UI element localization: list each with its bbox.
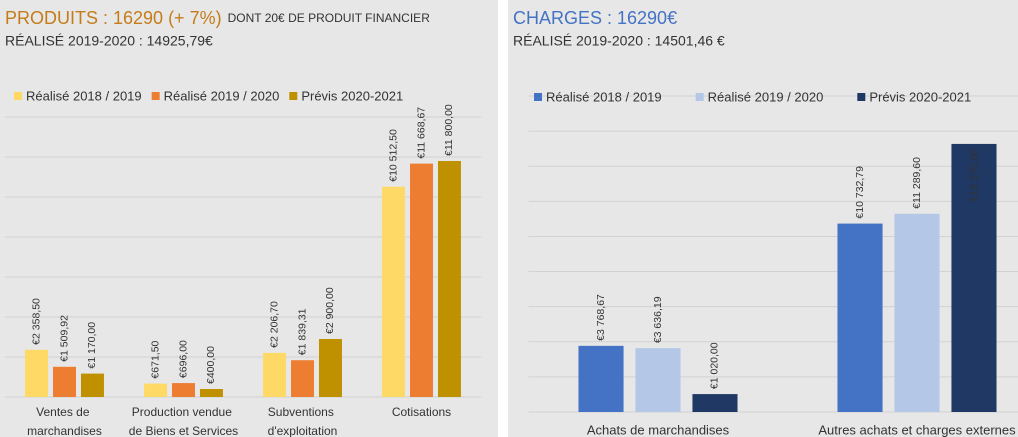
title-main: CHARGES : 16290€ bbox=[513, 8, 677, 28]
title-main: PRODUITS : 16290 (+ 7%) bbox=[5, 8, 222, 28]
x-tick-label: Cotisations bbox=[392, 405, 451, 419]
bar bbox=[578, 345, 624, 412]
legend-swatch bbox=[695, 93, 704, 101]
chart-subtitle: RÉALISÉ 2019-2020 : 14501,46 € bbox=[513, 33, 725, 49]
value-label: €400,00 bbox=[205, 346, 217, 384]
value-label: €10 512,50 bbox=[387, 129, 399, 182]
title-note: DONT 20€ DE PRODUIT FINANCIER bbox=[228, 11, 431, 25]
value-label: €671,50 bbox=[149, 340, 161, 378]
x-tick-label: Ventes de marchandises bbox=[27, 405, 102, 437]
bar bbox=[80, 373, 104, 397]
bar bbox=[894, 213, 940, 412]
legend-swatch bbox=[151, 92, 160, 100]
bar bbox=[263, 352, 287, 397]
bar bbox=[291, 360, 314, 397]
value-label: €1 170,00 bbox=[86, 322, 98, 369]
bar bbox=[951, 143, 997, 412]
value-label: €696,00 bbox=[177, 340, 189, 378]
bar bbox=[172, 383, 195, 397]
value-label: €1 839,31 bbox=[296, 308, 308, 355]
value-label: €1 509,92 bbox=[58, 315, 70, 362]
bar bbox=[692, 394, 738, 412]
x-tick-label: Achats de marchandises bbox=[587, 422, 730, 437]
legend-swatch bbox=[534, 93, 542, 101]
legend-label: Réalisé 2019 / 2020 bbox=[164, 88, 280, 103]
bar bbox=[635, 348, 681, 412]
x-tick-label: Subventions d'exploitation bbox=[268, 405, 338, 437]
bar bbox=[382, 186, 406, 397]
bar bbox=[410, 163, 433, 397]
bar bbox=[837, 223, 883, 412]
value-label: €15 270,00 bbox=[968, 149, 980, 202]
chart-produits: PRODUITS : 16290 (+ 7%) DONT 20€ DE PRODU… bbox=[0, 0, 498, 437]
legend-label: Prévis 2020-2021 bbox=[301, 88, 403, 103]
value-label: €3 768,67 bbox=[595, 294, 607, 341]
bar bbox=[318, 339, 342, 397]
value-label: €2 358,50 bbox=[30, 298, 42, 345]
value-label: €2 206,70 bbox=[268, 301, 280, 348]
legend-label: Prévis 2020-2021 bbox=[869, 89, 971, 104]
bar bbox=[437, 161, 461, 397]
chart-title: CHARGES : 16290€ bbox=[513, 8, 677, 28]
legend-label: Réalisé 2018 / 2019 bbox=[546, 89, 662, 104]
bar bbox=[199, 389, 223, 397]
legend-swatch bbox=[14, 92, 22, 100]
value-label: €2 900,00 bbox=[324, 287, 336, 334]
value-label: €1 020,00 bbox=[709, 342, 721, 389]
x-tick-label: Production vendue de Biens et Services bbox=[129, 405, 238, 437]
legend-label: Réalisé 2018 / 2019 bbox=[26, 88, 142, 103]
chart-subtitle: RÉALISÉ 2019-2020 : 14925,79€ bbox=[5, 33, 213, 49]
bar bbox=[53, 366, 76, 397]
legend-swatch bbox=[289, 92, 298, 100]
chart-charges: CHARGES : 16290€ RÉALISÉ 2019-2020 : 1450… bbox=[508, 0, 1018, 437]
legend-swatch bbox=[857, 93, 866, 101]
value-label: €11 800,00 bbox=[443, 104, 455, 156]
value-label: €11 668,67 bbox=[415, 107, 427, 159]
bar bbox=[25, 349, 49, 397]
value-label: €11 289,60 bbox=[911, 157, 923, 209]
chart-title: PRODUITS : 16290 (+ 7%) DONT 20€ DE PRODU… bbox=[5, 8, 430, 28]
value-label: €10 732,79 bbox=[854, 166, 866, 219]
value-label: €3 636,19 bbox=[652, 296, 664, 343]
bar bbox=[144, 383, 168, 397]
x-tick-label: Autres achats et charges externes bbox=[818, 422, 1016, 437]
legend-label: Réalisé 2019 / 2020 bbox=[708, 89, 824, 104]
